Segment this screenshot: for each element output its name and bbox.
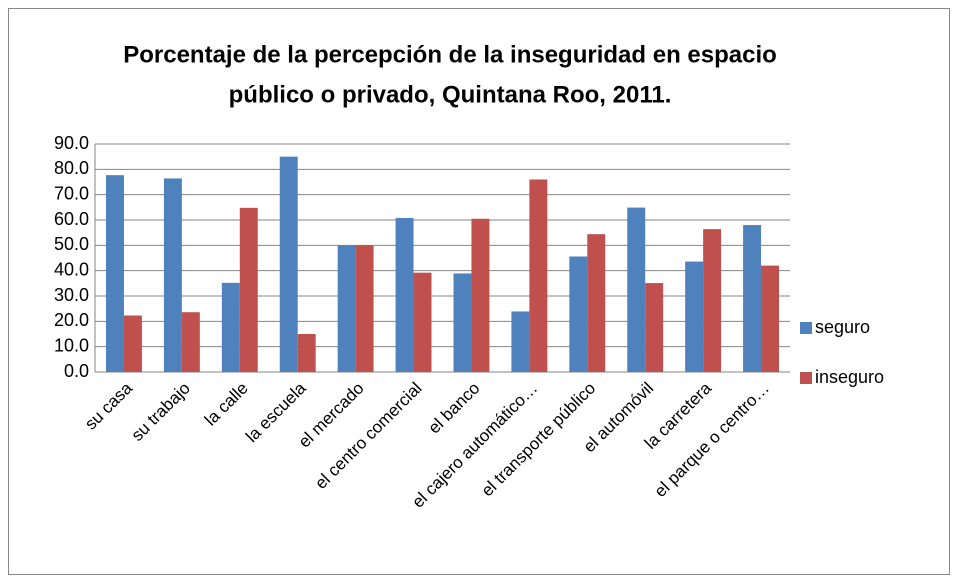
bar [587, 234, 606, 372]
bar [337, 245, 356, 372]
chart-title: Porcentaje de la percepción de la insegu… [123, 41, 777, 68]
bar [453, 273, 472, 372]
y-tick-label: 30.0 [54, 285, 89, 305]
y-tick-label: 80.0 [54, 158, 89, 178]
bar [569, 256, 588, 372]
bar [123, 315, 142, 372]
bar [355, 245, 374, 372]
bar [685, 261, 704, 372]
y-tick-label: 20.0 [54, 310, 89, 330]
bar [471, 218, 490, 372]
bar [761, 265, 779, 372]
bar [181, 312, 200, 372]
y-tick-label: 40.0 [54, 259, 89, 279]
bar [106, 175, 124, 372]
bar [529, 179, 548, 372]
bar [239, 207, 258, 372]
y-tick-label: 50.0 [54, 234, 89, 254]
bar [743, 225, 762, 372]
bar [645, 283, 664, 372]
y-tick-label: 10.0 [54, 335, 89, 355]
bar [627, 207, 646, 372]
bar [297, 334, 316, 372]
bar [163, 178, 182, 372]
bar [395, 217, 414, 372]
bar [511, 311, 530, 372]
bar [279, 156, 298, 372]
legend-swatch [800, 372, 812, 384]
bar [221, 282, 240, 372]
y-tick-label: 0.0 [64, 361, 89, 381]
y-tick-label: 90.0 [54, 133, 89, 153]
y-tick-label: 60.0 [54, 209, 89, 229]
y-tick-label: 70.0 [54, 183, 89, 203]
bar [413, 272, 432, 372]
chart-title: público o privado, Quintana Roo, 2011. [229, 81, 672, 108]
legend-swatch [800, 322, 812, 334]
legend-label: inseguro [815, 367, 884, 387]
bar [703, 229, 722, 372]
legend-label: seguro [815, 317, 870, 337]
